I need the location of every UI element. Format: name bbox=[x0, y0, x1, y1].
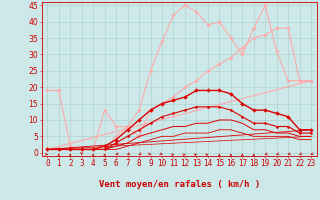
X-axis label: Vent moyen/en rafales ( km/h ): Vent moyen/en rafales ( km/h ) bbox=[99, 180, 260, 189]
